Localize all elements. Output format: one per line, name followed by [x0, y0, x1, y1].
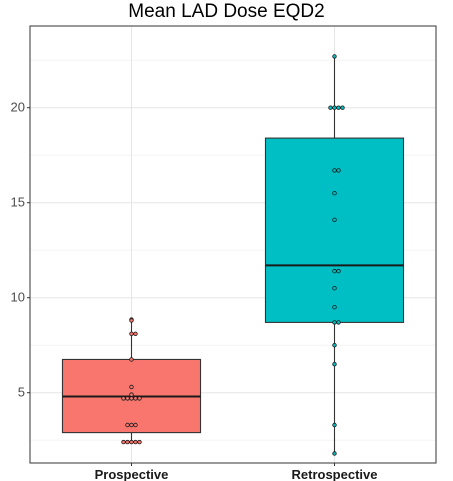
y-tick-label: 15	[11, 195, 25, 210]
data-point	[340, 105, 345, 110]
chart-title: Mean LAD Dose EQD2	[128, 1, 325, 22]
data-point	[328, 105, 333, 110]
y-tick-label: 20	[11, 100, 25, 115]
data-point	[133, 331, 138, 336]
data-point	[133, 439, 138, 445]
data-point	[129, 422, 134, 428]
data-point	[332, 105, 337, 110]
data-point	[332, 422, 337, 428]
data-point	[332, 54, 337, 59]
data-point	[137, 439, 142, 445]
y-tick-label: 10	[11, 290, 25, 305]
data-point	[121, 439, 126, 445]
data-point	[129, 396, 134, 401]
data-point	[129, 392, 134, 397]
data-point	[332, 168, 337, 173]
data-point	[332, 451, 337, 456]
x-tick-label-prospective: Prospective	[95, 467, 169, 481]
data-point	[332, 320, 337, 325]
y-tick-label: 5	[18, 385, 25, 400]
data-point	[129, 357, 134, 362]
data-point	[336, 168, 341, 173]
data-point	[129, 384, 134, 390]
data-point	[332, 268, 337, 274]
data-point	[129, 331, 134, 336]
data-point	[129, 318, 134, 323]
panel-border	[29, 25, 437, 464]
data-point	[129, 439, 134, 445]
data-point	[125, 439, 130, 445]
data-point	[133, 396, 138, 401]
data-point	[332, 190, 337, 196]
data-point	[332, 343, 337, 348]
data-point	[332, 362, 337, 367]
box-retrospective	[264, 137, 405, 323]
data-point	[332, 286, 337, 291]
data-point	[125, 422, 130, 428]
data-point	[137, 396, 142, 401]
data-point	[336, 268, 341, 274]
data-point	[336, 320, 341, 325]
data-point	[133, 422, 138, 428]
x-tick-label-retrospective: Retrospective	[292, 467, 378, 481]
data-point	[332, 305, 337, 310]
data-point	[125, 396, 130, 401]
data-point	[332, 217, 337, 222]
data-point	[121, 396, 126, 401]
data-point	[336, 105, 341, 110]
